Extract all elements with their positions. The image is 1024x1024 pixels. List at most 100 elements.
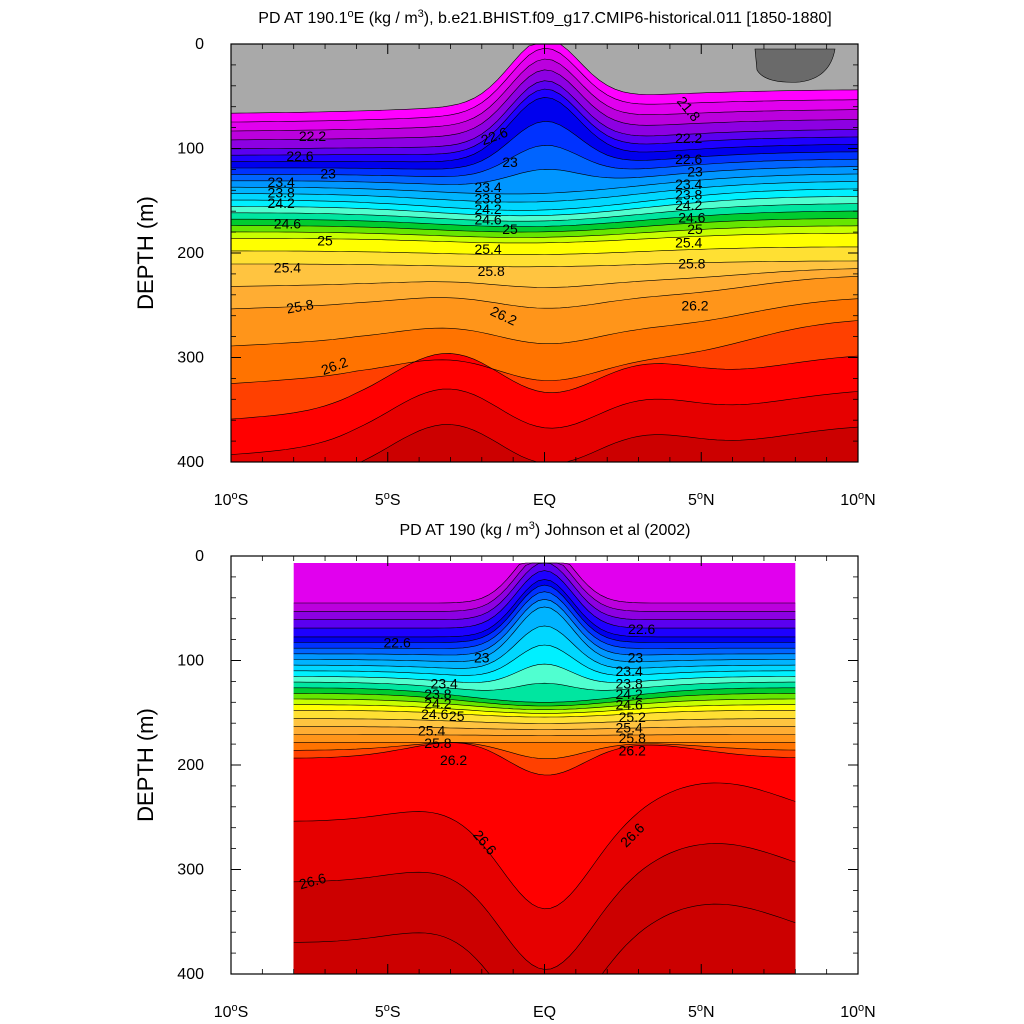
contour-label: 25 [687,221,703,237]
contour-band [754,48,836,83]
contour-label: 26.2 [440,752,467,768]
contour-band [293,904,796,974]
contour-line [231,260,858,268]
contour-line [231,232,858,244]
contour-line [231,69,858,141]
contour-line [231,353,858,420]
contour-label: 25 [449,708,465,724]
y-tick-label: 0 [195,36,204,53]
contour-label: 22.6 [628,621,655,637]
contour-line [231,196,858,217]
y-tick-label: 400 [177,454,204,471]
contour-line [231,320,858,384]
y-tick-label: 100 [177,141,204,158]
contour-label: 24.6 [474,212,501,228]
contour-line [293,681,796,691]
x-tick-label: EQ [533,1004,556,1021]
y-tick-label: 0 [195,548,204,565]
x-tick-label: EQ [533,492,556,509]
contour-label: 23 [687,163,703,179]
contour-line [231,246,858,256]
contour-line [231,80,858,150]
x-tick-label: 5oS [375,490,401,509]
contour-label: 25.8 [478,263,505,279]
x-tick-label: 10oN [840,1002,875,1021]
contour-label: 22.2 [299,128,326,144]
contour-label: 23.4 [616,663,643,679]
contour-line [293,644,796,676]
contour-line [231,218,858,233]
y-tick-label: 300 [177,350,204,367]
contour-line [231,120,858,170]
contour-line [231,298,858,347]
contour-label: 22.6 [384,635,411,651]
contour-label: 24.6 [678,209,705,225]
panel-top: PD AT 190.1oE (kg / m3), b.e21.BHIST.f09… [133,8,876,509]
y-tick-label: 400 [177,966,204,983]
contour-line [293,710,796,718]
axes-top: 0 100 200 300 400 10oS 5oS EQ 5oN 10oN [177,36,875,509]
contour-line [231,188,858,211]
contour-line [293,704,796,714]
contour-label: 25.4 [418,723,445,739]
contour-label: 23.4 [431,675,458,691]
contour-line [293,903,796,974]
contour-line [231,388,858,455]
contour-line [231,166,858,185]
x-tick-label: 5oS [375,1002,401,1021]
contour-label: 24.2 [474,201,501,217]
x-tick-label: 5oN [688,1002,715,1021]
contour-label: 25.4 [274,260,301,276]
contour-line [293,693,796,707]
contour-label: 25 [317,232,333,248]
ylabel-top: DEPTH (m) [133,196,158,310]
y-tick-label: 200 [177,245,204,262]
contour-line [293,742,796,759]
contour-line [293,742,796,776]
contour-label: 26.2 [619,742,646,758]
contour-label: 26.6 [297,870,328,893]
contour-line [293,726,796,730]
contour-line [231,58,858,132]
x-tick-label: 10oS [214,490,249,509]
contour-line [231,88,858,156]
contour-band [360,424,858,462]
contour-label: 24.2 [616,686,643,702]
contour-line [231,203,858,222]
contour-label: 25.4 [474,241,501,257]
panel-bottom: PD AT 190 (kg / m3) Johnson et al (2002)… [133,520,876,1021]
contour-line [231,173,858,195]
contour-line [293,663,796,683]
contour-labels-top: 21.822.222.62323.423.824.224.62525.425.8… [268,93,709,378]
contour-label: 23 [628,649,644,665]
contour-label: 23.4 [268,174,295,190]
contour-line [293,782,796,910]
contour-label: 23.8 [616,675,643,691]
contour-label: 24.6 [421,706,448,722]
contour-line [231,96,858,163]
contour-label: 24.6 [274,216,301,232]
contour-label: 25.8 [424,735,451,751]
contour-line [231,276,858,310]
contour-line [231,144,858,178]
contour-fills-bottom [293,563,796,974]
contour-label: 24.2 [424,695,451,711]
contour-line [293,718,796,724]
contour-label: 25.8 [285,296,315,317]
ylabel-bottom: DEPTH (m) [133,708,158,822]
contour-label: 25.2 [619,709,646,725]
contour-label: 23.8 [424,686,451,702]
contour-line [293,584,796,643]
contour-label: 25.4 [675,235,702,251]
x-tick-label: 10oS [214,1002,249,1021]
contour-line [231,210,858,227]
contour-line [231,181,858,203]
x-tick-label: 10oN [840,490,875,509]
contour-line [360,424,858,462]
axes-bottom: 0 100 200 300 400 10oS 5oS EQ 5oN 10oN [177,548,875,1021]
contour-line [293,687,796,703]
contour-line [293,570,796,629]
contour-line [293,734,796,736]
contour-label: 25.4 [616,719,643,735]
y-tick-label: 300 [177,862,204,879]
